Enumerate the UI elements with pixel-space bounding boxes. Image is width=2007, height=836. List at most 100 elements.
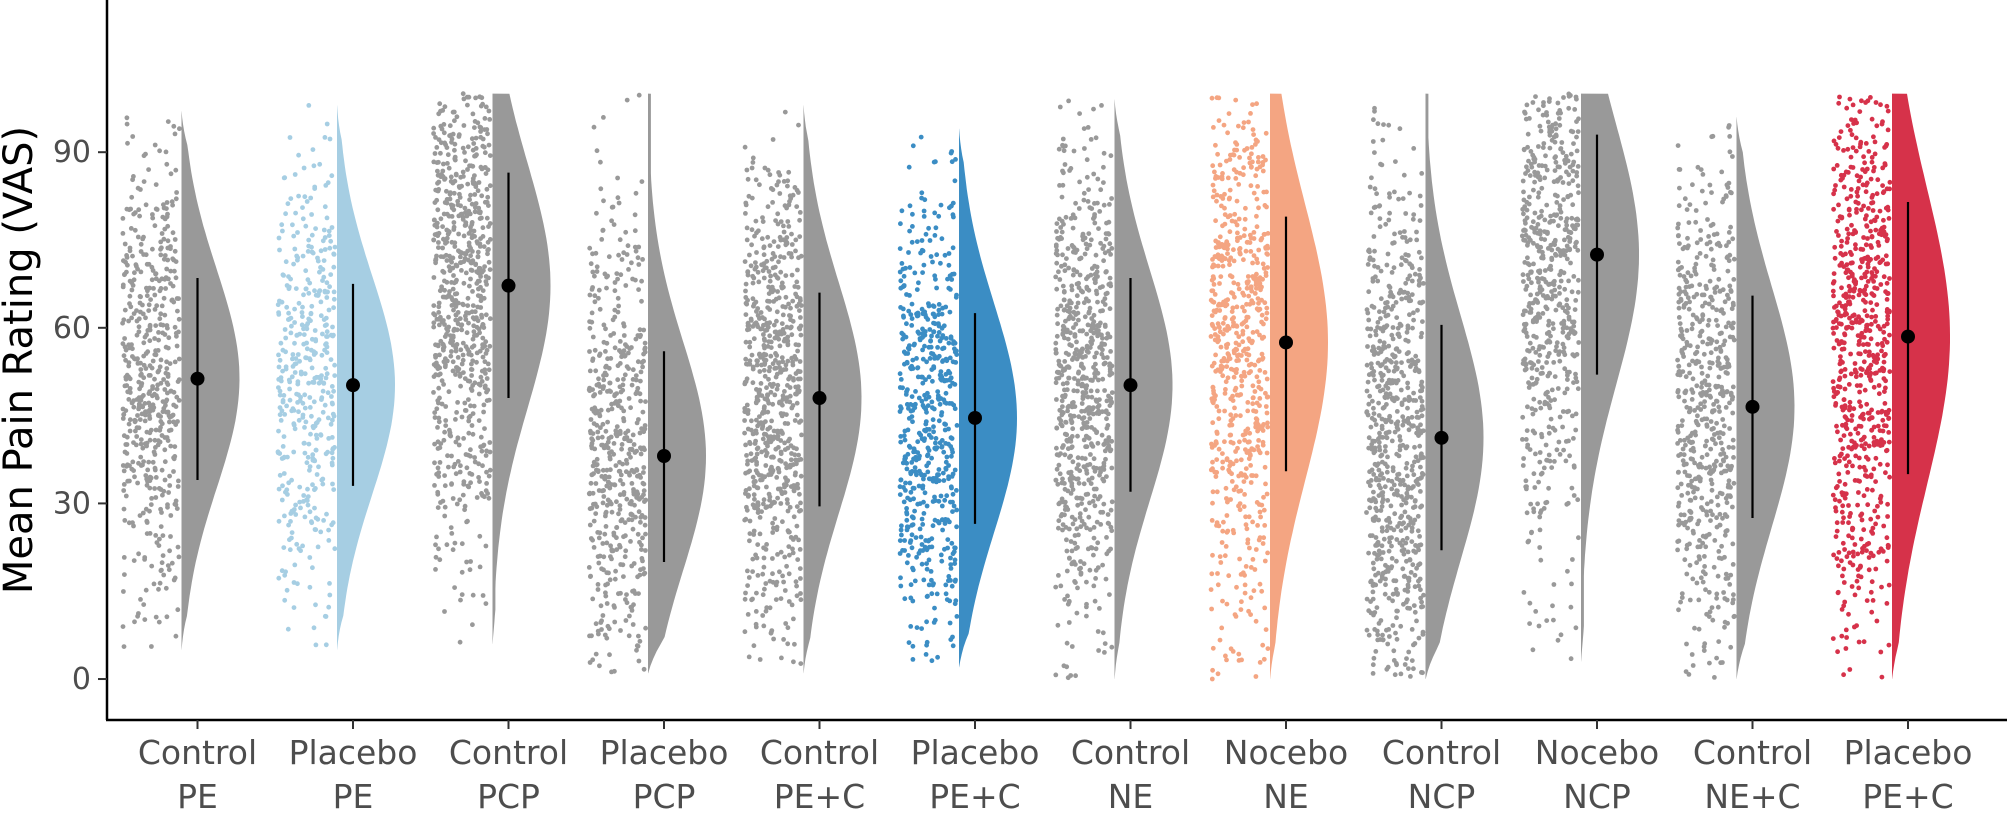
data-point (641, 488, 647, 494)
data-point (1244, 357, 1250, 363)
data-point (609, 509, 615, 515)
data-point (487, 467, 493, 473)
data-point (303, 286, 309, 292)
data-point (624, 461, 630, 466)
data-point (469, 367, 475, 372)
data-point (622, 554, 628, 560)
data-point (629, 260, 634, 266)
data-point (1248, 284, 1254, 290)
data-point (1108, 349, 1113, 354)
data-point (743, 288, 748, 294)
data-point (156, 619, 162, 625)
data-point (304, 340, 309, 346)
data-point (130, 459, 136, 465)
data-point (435, 207, 441, 213)
data-point (177, 126, 182, 132)
data-point (159, 567, 164, 573)
data-point (276, 310, 281, 315)
data-point (1231, 530, 1237, 536)
data-point (792, 354, 798, 359)
data-point (1403, 280, 1409, 286)
data-point (774, 353, 780, 358)
data-point (1214, 404, 1220, 409)
data-point (175, 607, 181, 613)
data-point (601, 494, 607, 499)
data-point (471, 323, 477, 329)
data-point (126, 207, 132, 213)
data-point (759, 449, 764, 455)
data-point (449, 453, 454, 459)
data-point (1063, 143, 1068, 149)
data-point (599, 566, 604, 572)
data-point (1376, 413, 1382, 418)
data-point (484, 469, 489, 475)
data-point (146, 459, 152, 465)
data-point (456, 132, 462, 138)
data-point (1093, 546, 1099, 552)
data-point (1264, 189, 1269, 195)
data-point (287, 135, 293, 140)
data-point (1236, 216, 1242, 222)
data-point (444, 188, 449, 194)
data-point (289, 374, 295, 380)
data-point (433, 554, 439, 560)
data-point (790, 546, 795, 552)
data-point (1259, 297, 1264, 303)
data-point (451, 220, 457, 225)
data-point (158, 311, 164, 317)
data-point (940, 470, 946, 476)
data-point (432, 483, 437, 488)
data-point (1056, 146, 1062, 152)
data-point (1250, 519, 1255, 525)
data-point (906, 553, 911, 558)
data-point (1098, 469, 1103, 475)
data-point (631, 442, 637, 447)
data-point (591, 124, 597, 130)
data-point (750, 556, 756, 562)
data-point (1216, 408, 1222, 414)
data-point (281, 545, 287, 550)
data-point (612, 345, 618, 351)
data-point (753, 609, 759, 614)
data-point (1104, 290, 1110, 296)
data-point (1056, 358, 1062, 364)
data-point (122, 572, 127, 577)
data-point (611, 441, 617, 446)
data-point (774, 579, 780, 585)
data-point (761, 275, 767, 281)
data-point (152, 376, 157, 382)
data-point (1256, 379, 1262, 385)
data-point (600, 613, 606, 618)
data-point (1069, 514, 1075, 520)
data-point (954, 524, 959, 530)
data-point (152, 467, 158, 473)
data-point (1254, 256, 1260, 262)
data-point (912, 465, 918, 470)
data-point (301, 326, 306, 332)
data-point (1412, 271, 1418, 277)
data-point (773, 358, 778, 363)
data-point (1059, 372, 1065, 378)
data-point (742, 430, 747, 436)
data-point (447, 268, 453, 274)
data-point (1222, 256, 1228, 262)
data-point (133, 428, 138, 434)
data-point (1093, 486, 1099, 492)
data-point (432, 232, 438, 238)
data-point (619, 446, 624, 452)
data-point (144, 520, 150, 525)
data-point (946, 574, 952, 579)
data-point (760, 268, 766, 274)
data-point (1218, 369, 1223, 374)
data-point (284, 403, 289, 409)
data-point (586, 565, 592, 570)
data-point (126, 421, 132, 427)
data-point (1081, 420, 1087, 426)
data-point (749, 458, 755, 463)
data-point (460, 357, 466, 363)
data-point (1223, 298, 1229, 304)
data-point (1069, 561, 1075, 567)
data-point (311, 352, 317, 357)
data-point (596, 295, 601, 301)
data-point (1224, 457, 1230, 463)
